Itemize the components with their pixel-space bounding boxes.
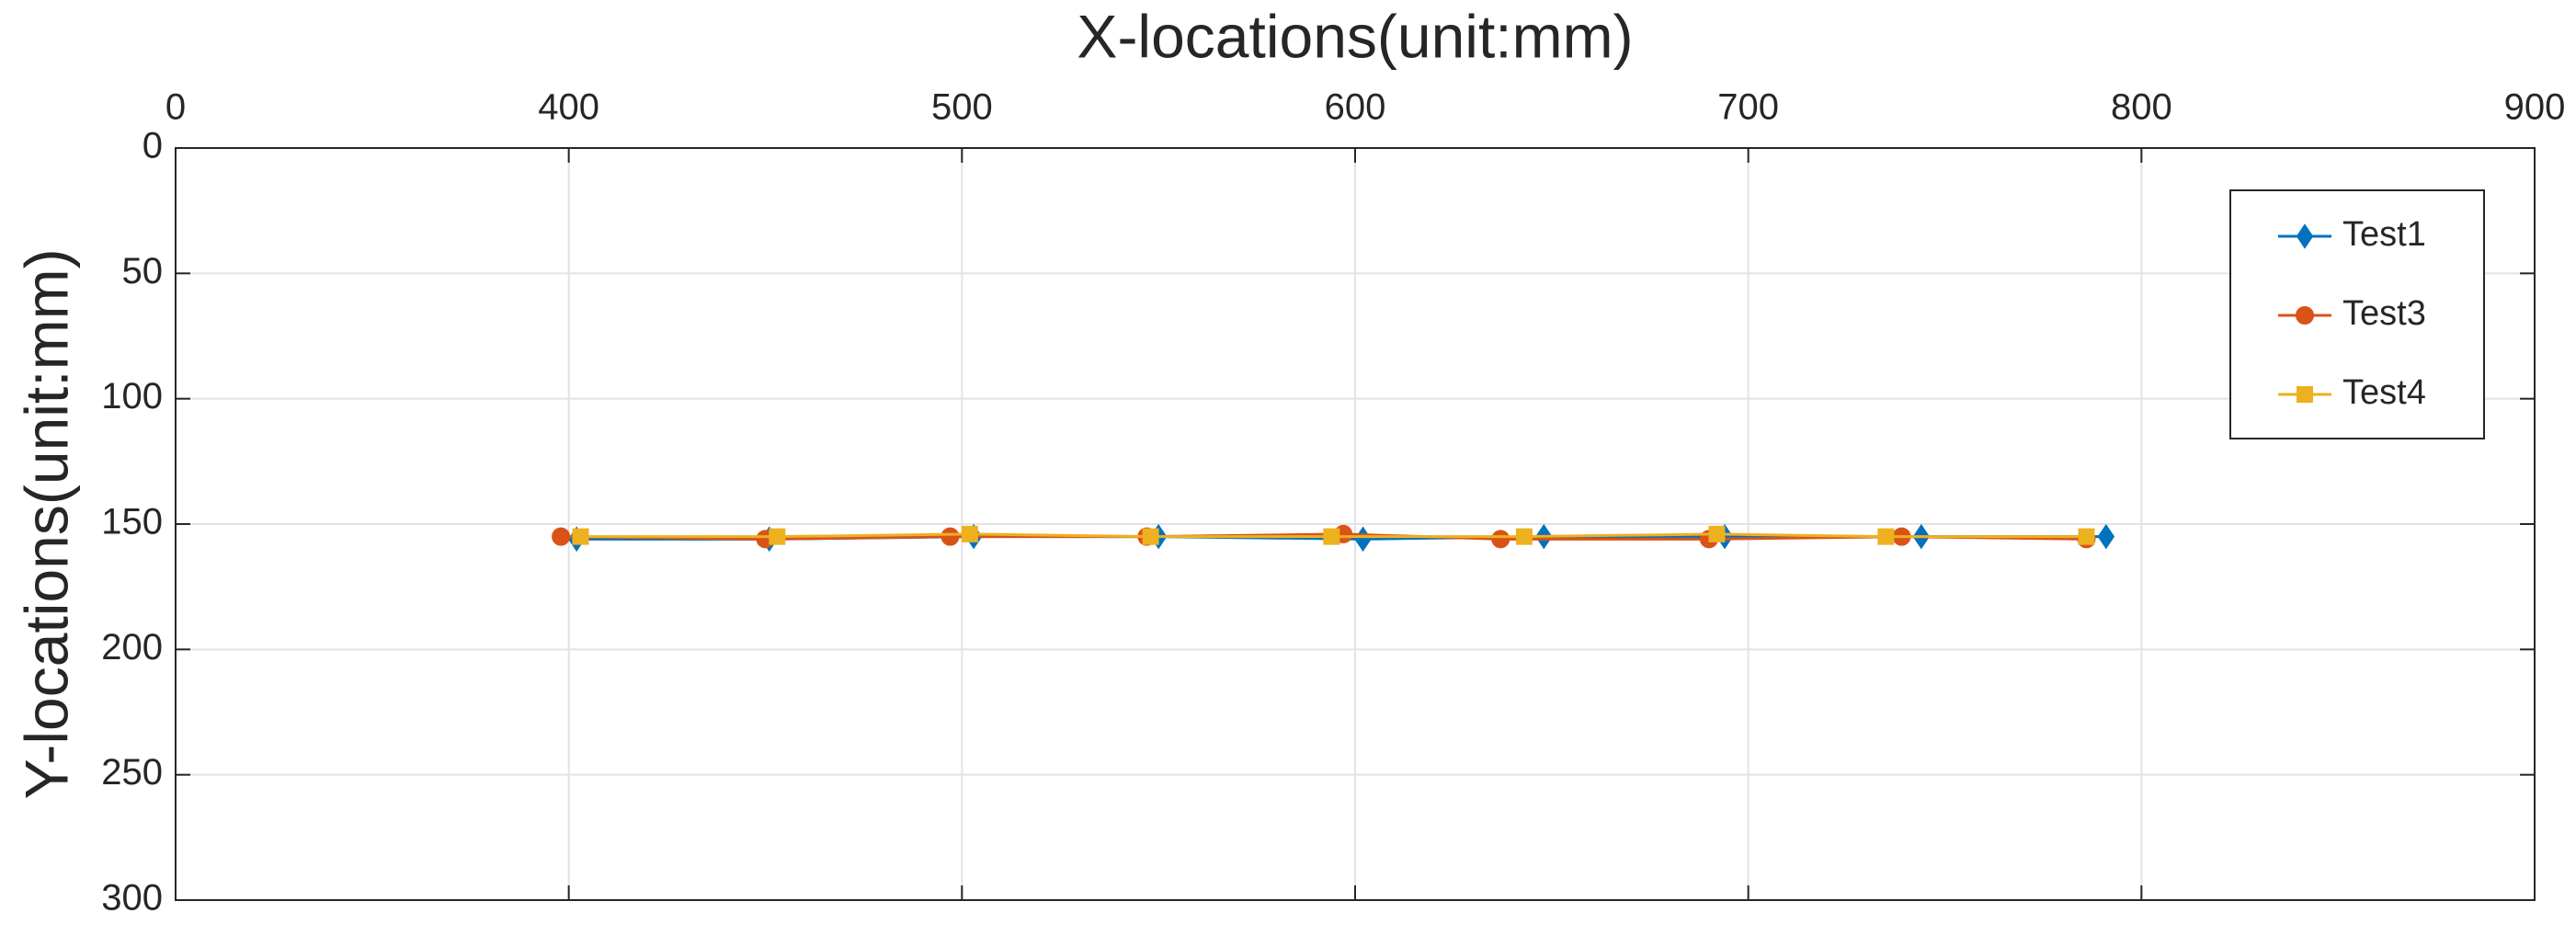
y-axis-title: Y-locations(unit:mm): [12, 248, 80, 799]
x-tick-label: 900: [2504, 87, 2566, 128]
data-point: [1877, 528, 1895, 545]
x-tick-label: 500: [931, 87, 993, 128]
data-point: [2097, 523, 2115, 550]
data-point: [1491, 530, 1510, 549]
legend-label: Test1: [2342, 215, 2426, 254]
data-point: [1515, 528, 1533, 545]
y-tick-label: 0: [142, 126, 163, 166]
legend-marker: [2296, 306, 2314, 325]
x-tick-label: 400: [538, 87, 599, 128]
legend-marker: [2296, 223, 2314, 249]
data-point: [572, 528, 589, 545]
x-tick-label: 600: [1325, 87, 1386, 128]
x-tick-label: 700: [1717, 87, 1779, 128]
x-axis-title: X-locations(unit:mm): [1077, 2, 1633, 70]
legend-label: Test3: [2342, 294, 2426, 333]
legend-marker: [2297, 386, 2313, 403]
y-tick-label: 150: [101, 502, 163, 542]
x-tick-label: 0: [165, 87, 186, 128]
data-point: [961, 525, 978, 542]
legend-box: [2229, 189, 2485, 439]
x-tick-label: 800: [2111, 87, 2172, 128]
y-tick-label: 100: [101, 376, 163, 416]
data-point: [1708, 525, 1726, 542]
data-point: [1323, 528, 1340, 545]
data-point: [552, 527, 571, 546]
y-tick-label: 300: [101, 878, 163, 918]
y-tick-label: 250: [101, 752, 163, 793]
legend-label: Test4: [2342, 373, 2426, 412]
data-point: [769, 528, 786, 545]
data-point: [2078, 528, 2095, 545]
data-point: [1142, 528, 1159, 545]
data-point: [940, 527, 960, 546]
plot-frame: [175, 147, 2536, 901]
y-tick-label: 50: [122, 251, 164, 291]
y-tick-label: 200: [101, 627, 163, 667]
